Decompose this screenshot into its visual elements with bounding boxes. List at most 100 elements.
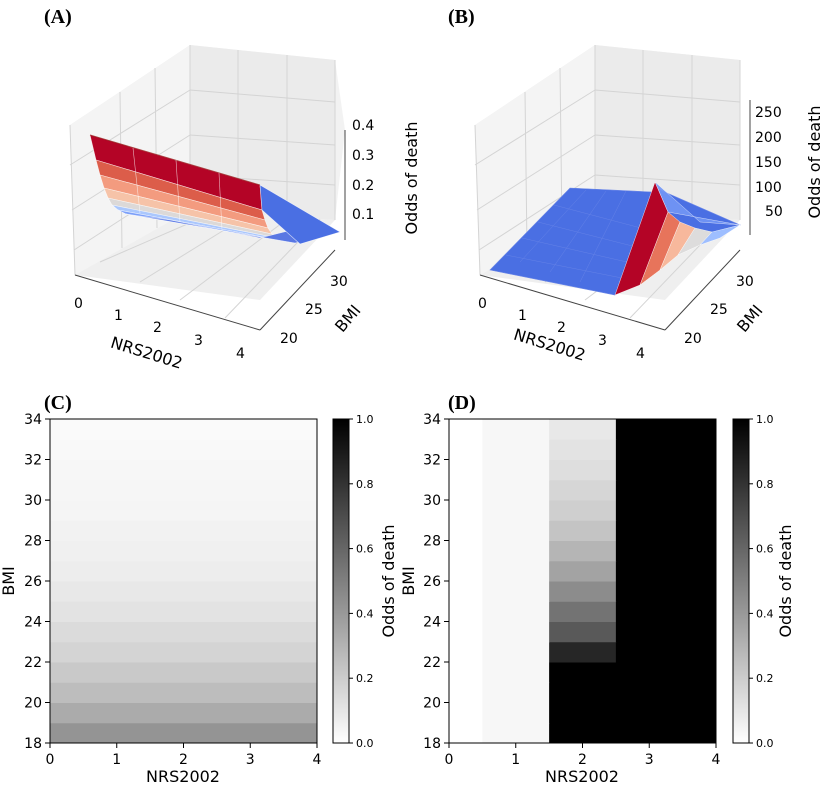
chart-d-cell (482, 682, 550, 703)
chart-c-cbar-tick: 0.4 (356, 607, 374, 620)
chart-b-ytick: 30 (736, 274, 754, 290)
chart-d-cell (682, 601, 717, 622)
chart-c-cbar-tick: 0.8 (356, 478, 374, 491)
chart-d-cell (482, 641, 550, 663)
chart-b-xtick: 1 (518, 308, 527, 324)
chart-c-cell (50, 459, 317, 481)
chart-d-ytick: 26 (423, 574, 441, 590)
chart-d-cell (482, 621, 550, 643)
chart-d-cell (615, 479, 684, 501)
chart-d-cell (482, 722, 550, 744)
chart-a-xtick: 1 (114, 308, 123, 324)
chart-d-cell (682, 500, 717, 521)
chart-d-cell (682, 419, 717, 440)
chart-d-cell (482, 520, 550, 541)
chart-d-cell (682, 540, 717, 562)
chart-d-cell (549, 702, 617, 724)
chart-b-ztick: 200 (755, 130, 782, 146)
chart-c-ylabel: BMI (0, 566, 18, 596)
chart-d-cell (449, 682, 483, 703)
chart-d-ytick: 24 (423, 615, 441, 631)
panel-label-d: (D) (448, 392, 476, 414)
chart-d-cell (615, 520, 684, 541)
chart-a-ztick: 0.4 (352, 118, 374, 134)
chart-c-cbar-tick: 0.6 (356, 543, 374, 556)
chart-b-xtick: 3 (598, 333, 607, 349)
chart-c-cell (50, 722, 317, 744)
chart-c-cell (50, 641, 317, 663)
chart-d-colorbar (732, 418, 750, 744)
chart-d-cbar-tick: 0.8 (756, 478, 774, 491)
chart-d-cell (449, 459, 483, 481)
chart-d-cell (682, 459, 717, 481)
chart-d-cell (615, 621, 684, 643)
chart-c-cell (50, 500, 317, 521)
chart-d-ytick: 30 (423, 493, 441, 509)
chart-c-cbar-tick: 1.0 (356, 413, 374, 426)
chart-a-ylabel: BMI (331, 301, 365, 336)
chart-b-3d-surface: 250 200 150 100 50 Odds of death 0 1 2 3… (474, 45, 824, 365)
chart-b-ylabel: BMI (733, 301, 767, 336)
chart-d-cbar-tick: 0.6 (756, 543, 774, 556)
chart-d-cell (549, 662, 617, 683)
chart-a-zlabel: Odds of death (402, 121, 421, 234)
chart-d-cell (682, 560, 717, 582)
chart-d-cell (549, 439, 617, 460)
panel-label-a: (A) (44, 6, 72, 28)
chart-c-cell (50, 682, 317, 703)
chart-d-ytick: 20 (423, 696, 441, 712)
panel-label-b: (B) (448, 6, 475, 28)
chart-d-cell (449, 581, 483, 602)
chart-d-cell (549, 540, 617, 562)
chart-b-ztick: 250 (755, 105, 782, 121)
chart-d-cell (449, 601, 483, 622)
chart-c-cell (50, 601, 317, 622)
chart-b-ytick: 25 (710, 302, 728, 318)
chart-d-cell (482, 459, 550, 481)
chart-a-ztick: 0.1 (352, 207, 374, 223)
chart-d-cell (549, 722, 617, 744)
chart-d-cell (482, 479, 550, 501)
chart-c-cell (50, 581, 317, 602)
chart-d-ytick: 22 (423, 655, 441, 671)
chart-d-cell (615, 459, 684, 481)
chart-c-colorbar (332, 418, 350, 744)
chart-d-ytick: 18 (423, 736, 441, 752)
chart-c-cell (50, 419, 317, 440)
chart-d-cell (615, 662, 684, 683)
chart-d-cell (449, 722, 483, 744)
chart-d-cell (449, 702, 483, 724)
chart-d-ytick: 34 (423, 412, 441, 428)
chart-d-cell (482, 662, 550, 683)
chart-d-cell (482, 581, 550, 602)
chart-d-cell (549, 641, 617, 663)
chart-b-xtick: 0 (478, 296, 487, 312)
chart-d-cell (449, 662, 483, 683)
chart-c-ytick: 32 (24, 453, 42, 469)
chart-d-cell (682, 682, 717, 703)
chart-a-ztick: 0.2 (352, 178, 374, 194)
chart-d-cell (549, 601, 617, 622)
chart-d-cell (549, 621, 617, 643)
chart-b-ztick: 100 (755, 180, 782, 196)
chart-d-cell (449, 500, 483, 521)
chart-d-cell (615, 581, 684, 602)
chart-a-zticks: 0.4 0.3 0.2 0.1 (352, 118, 374, 223)
chart-d-cell (549, 459, 617, 481)
chart-d-cell (682, 722, 717, 744)
chart-c-xtick: 4 (313, 752, 322, 768)
chart-c-ytick: 28 (24, 534, 42, 550)
chart-d-cell (615, 560, 684, 582)
chart-d-cell (449, 520, 483, 541)
chart-d-cell (449, 419, 483, 440)
chart-d-cell (482, 560, 550, 582)
chart-d-cell (449, 621, 483, 643)
chart-d-cell (615, 702, 684, 724)
chart-a-xtick: 3 (194, 333, 203, 349)
chart-b-ztick: 150 (755, 155, 782, 171)
chart-a-ytick: 20 (280, 331, 298, 347)
chart-d-cell (549, 560, 617, 582)
